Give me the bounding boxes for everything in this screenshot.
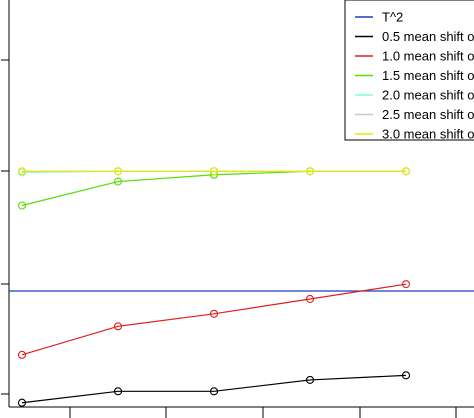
series-2-point-1 xyxy=(113,322,123,331)
legend-box xyxy=(344,0,474,141)
series-1-point-2 xyxy=(209,387,219,396)
series-1-point-1 xyxy=(113,387,123,396)
series-6-point-2 xyxy=(209,167,219,176)
series-6 xyxy=(17,167,411,176)
series-2-point-4 xyxy=(401,280,411,289)
series-1-point-0 xyxy=(17,398,27,407)
series-3-line xyxy=(21,170,406,207)
series-3 xyxy=(17,167,411,210)
series-1 xyxy=(17,371,411,407)
series-1-point-3 xyxy=(305,375,315,384)
series-6-point-1 xyxy=(113,167,123,176)
series-6-point-3 xyxy=(305,167,315,176)
series-2-line xyxy=(21,283,407,356)
series-2-point-0 xyxy=(17,350,27,359)
series-3-point-1 xyxy=(113,177,123,186)
legend-label-3: 1.5 mean shift of x_2 xyxy=(382,68,474,83)
series-2 xyxy=(17,280,411,359)
series-2-point-3 xyxy=(305,294,315,304)
legend-label-0: T^2 xyxy=(382,10,403,25)
legend: T^2 0.5 mean shift of x_2 1.0 mean shift o… xyxy=(344,0,474,142)
legend-label-5: 2.5 mean shift of x_2 xyxy=(382,107,474,122)
series-1-line xyxy=(21,374,407,404)
series-layer xyxy=(9,167,474,407)
legend-label-1: 0.5 mean shift of x_2 xyxy=(382,29,474,44)
series-2-point-2 xyxy=(209,309,219,318)
series-1-point-4 xyxy=(401,371,411,380)
legend-label-6: 3.0 mean shift of x_2 xyxy=(382,127,474,142)
series-6-point-0 xyxy=(17,167,27,176)
legend-label-4: 2.0 mean shift of x_2 xyxy=(382,88,474,103)
series-6-point-4 xyxy=(401,167,411,176)
legend-label-2: 1.0 mean shift of x_2 xyxy=(382,49,474,64)
series-3-point-0 xyxy=(17,201,27,210)
